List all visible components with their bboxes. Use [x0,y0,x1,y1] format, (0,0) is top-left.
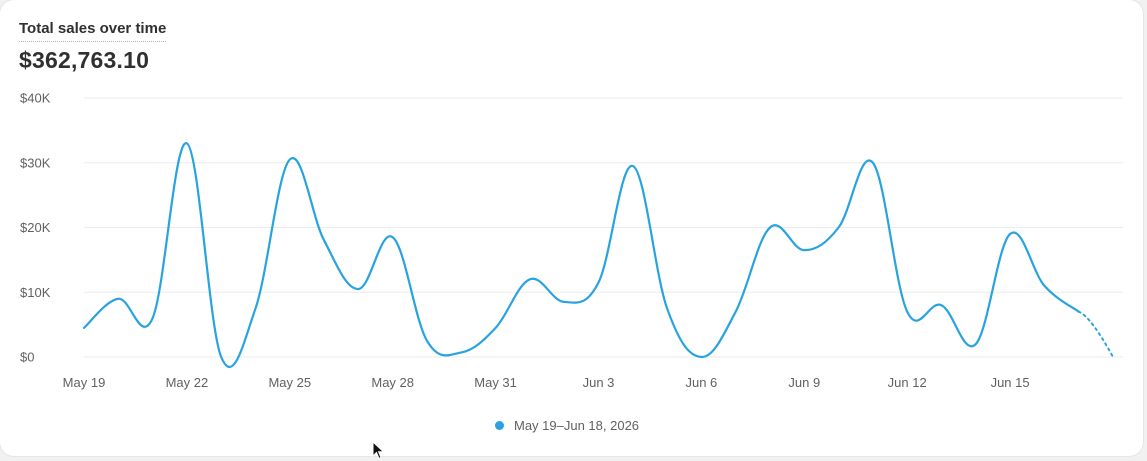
data-point [219,355,223,359]
data-point [116,297,120,301]
data-point [1077,310,1081,314]
data-point [528,277,532,281]
data-point [597,281,601,285]
y-tick-label: $30K [20,155,51,170]
x-tick-label: May 22 [166,375,209,390]
data-point [151,316,155,320]
data-point [940,303,944,307]
y-tick-label: $40K [20,91,51,106]
data-point [802,248,806,252]
data-point [288,158,292,162]
data-point [871,161,875,165]
data-point [1008,232,1012,236]
total-sales-value: $362,763.10 [19,47,150,73]
data-point [1042,284,1046,288]
data-point [322,238,326,242]
series-line [82,142,1080,368]
x-tick-label: May 25 [268,375,311,390]
x-tick-label: Jun 3 [583,375,615,390]
x-tick-label: May 19 [63,375,106,390]
data-point [837,226,841,230]
data-point [665,306,669,310]
x-tick-label: May 31 [474,375,517,390]
x-tick-label: Jun 15 [991,375,1030,390]
chart-title[interactable]: Total sales over time [19,20,167,42]
x-tick-label: May 28 [371,375,414,390]
y-tick-label: $20K [20,220,51,235]
y-tick-label: $10K [20,285,51,300]
legend-marker [495,421,504,430]
series-line-incomplete [1077,310,1114,358]
x-tick-label: Jun 6 [685,375,717,390]
data-point [494,326,498,330]
line-chart[interactable]: $0 $10K $20K $30K $40K May 19 May 22 May 25 May … [0,0,1143,400]
data-point [82,326,86,330]
data-point [1111,355,1115,359]
data-point [768,226,772,230]
data-point [905,310,909,314]
legend-label: May 19–Jun 18, 2026 [514,418,640,433]
data-point [734,310,738,314]
data-point [699,355,703,359]
data-point [185,141,189,145]
chart-legend[interactable]: May 19–Jun 18, 2026 [495,418,639,433]
x-tick-label: Jun 9 [788,375,820,390]
data-point [254,306,258,310]
data-point [459,350,463,354]
y-tick-label: $0 [20,350,34,365]
data-point [425,339,429,343]
data-point [631,164,635,168]
data-point [391,235,395,239]
data-point [562,300,566,304]
mouse-cursor-icon [372,441,385,460]
data-point [974,342,978,346]
data-point [356,287,360,291]
x-tick-label: Jun 12 [888,375,927,390]
